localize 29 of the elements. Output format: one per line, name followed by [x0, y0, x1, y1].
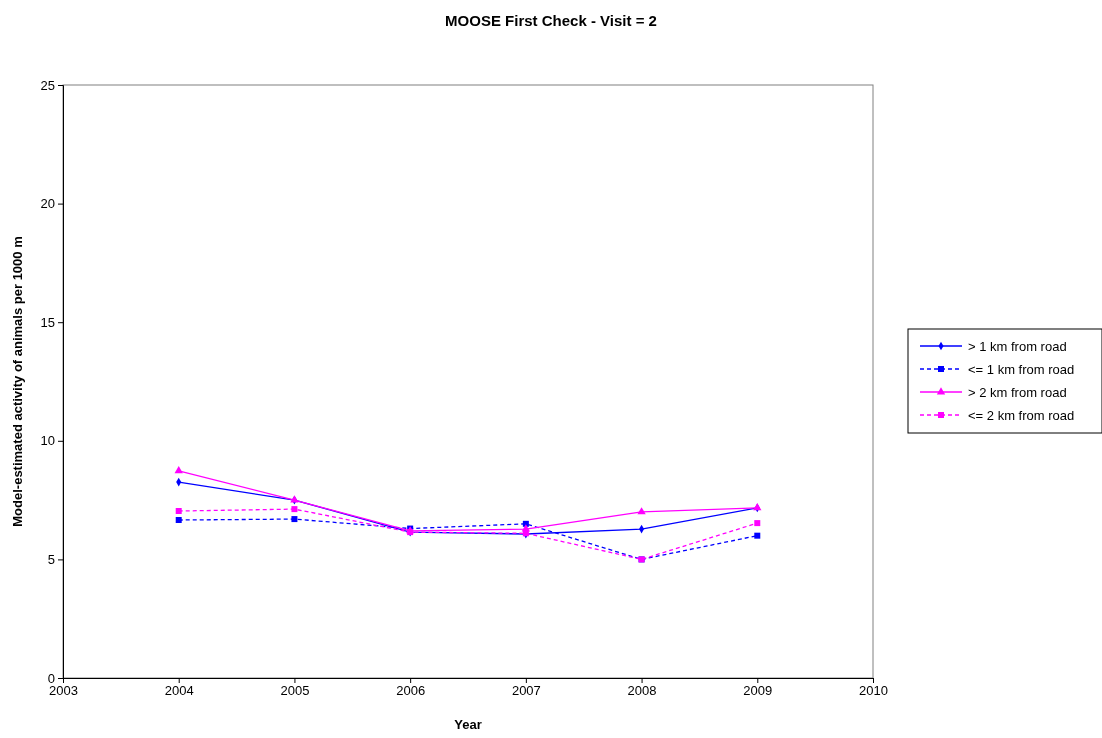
point — [637, 507, 646, 515]
point — [291, 516, 298, 523]
x-tick-label: 2005 — [280, 683, 310, 699]
legend-label: <= 2 km from road — [968, 407, 1075, 423]
y-tick-label: 20 — [40, 196, 55, 212]
y-axis-title: Model-estimated activity of animals per 1000 m — [10, 236, 25, 527]
point — [174, 466, 183, 474]
legend-label: > 2 km from road — [968, 384, 1067, 400]
x-tick-label: 2003 — [49, 683, 78, 699]
legend-label: > 1 km from road — [968, 338, 1067, 354]
point — [175, 517, 182, 524]
point — [754, 520, 761, 527]
point — [175, 508, 182, 515]
point — [754, 532, 761, 539]
x-axis-title: Year — [454, 717, 482, 732]
x-tick-label: 2007 — [511, 683, 541, 699]
y-tick-label: 10 — [40, 433, 55, 449]
y-tick-label: 15 — [40, 314, 55, 330]
x-tick-label: 2008 — [627, 683, 657, 699]
chart-title: MOOSE First Check - Visit = 2 — [445, 12, 657, 29]
y-tick-label: 5 — [47, 552, 55, 568]
x-tick-label: 2009 — [743, 683, 773, 699]
y-tick-label: 0 — [47, 670, 55, 686]
x-tick-label: 2004 — [164, 683, 194, 699]
legend-label: <= 1 km from road — [968, 361, 1075, 377]
x-tick-label: 2010 — [859, 683, 888, 699]
x-tick-label: 2006 — [396, 683, 426, 699]
y-tick-label: 25 — [40, 77, 55, 93]
point — [291, 506, 298, 513]
